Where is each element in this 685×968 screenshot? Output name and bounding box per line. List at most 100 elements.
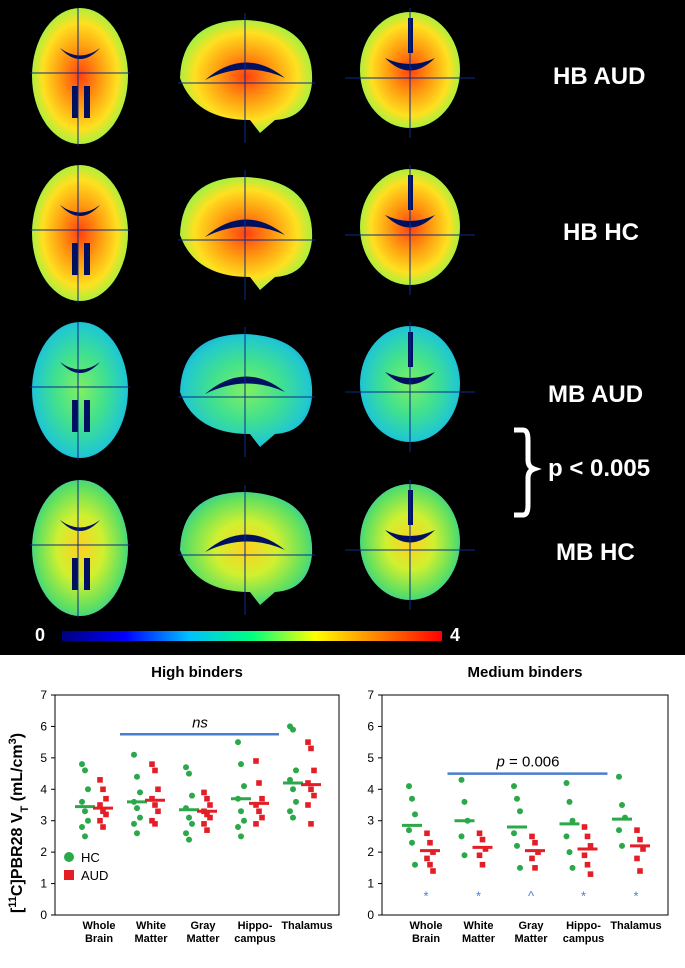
aud-point (581, 824, 588, 830)
significance-star: * (581, 889, 586, 904)
sagittal-slice (178, 170, 315, 300)
aud-point (581, 852, 588, 859)
y-tick-label: 1 (40, 877, 47, 891)
hc-point (566, 849, 573, 856)
hc-point (461, 852, 468, 859)
aud-point (637, 868, 643, 874)
category-label: White (136, 920, 166, 932)
hc-point (238, 761, 244, 768)
category-label: Hippo- (238, 920, 273, 932)
y-tick-label: 7 (367, 688, 374, 702)
axial-slice (30, 322, 130, 460)
aud-point (305, 780, 311, 786)
hc-point (619, 842, 625, 849)
aud-point (427, 861, 433, 868)
category-label: Matter (514, 933, 548, 945)
aud-point (259, 814, 265, 821)
aud-point (311, 767, 317, 774)
hc-point (287, 776, 293, 783)
hc-point (241, 783, 247, 790)
category-label: Brain (412, 933, 440, 945)
hc-point (409, 839, 415, 846)
aud-point (100, 824, 106, 830)
hc-point (85, 817, 91, 824)
aud-point (207, 814, 213, 821)
aud-point (529, 833, 535, 840)
sagittal-slice (178, 13, 315, 143)
hc-point (616, 773, 622, 780)
aud-point (253, 758, 259, 764)
aud-point (535, 849, 541, 855)
hc-point (511, 783, 517, 790)
aud-point (587, 871, 594, 877)
hc-point (131, 751, 137, 758)
y-tick-label: 3 (40, 814, 47, 828)
colorbar-min: 0 (35, 625, 46, 645)
hc-point (238, 833, 244, 840)
hc-point (79, 761, 85, 768)
row-label-mb-aud: MB AUD (548, 381, 644, 408)
category-label: campus (234, 933, 276, 945)
aud-point (637, 836, 643, 843)
aud-point (103, 811, 109, 818)
hc-point (517, 808, 523, 815)
aud-point (476, 830, 483, 837)
hc-point (290, 726, 296, 733)
y-tick-label: 4 (40, 782, 47, 796)
chart-title: High binders (151, 664, 243, 681)
y-tick-label: 2 (367, 845, 374, 859)
hc-point (412, 811, 418, 818)
significance-star: * (423, 889, 428, 904)
aud-point (152, 802, 158, 808)
hc-point (137, 789, 143, 796)
aud-point (149, 795, 155, 802)
legend-label: HC (81, 850, 100, 865)
aud-point (97, 802, 103, 808)
y-tick-label: 7 (40, 688, 47, 702)
significance-star: * (633, 889, 638, 904)
hc-point (406, 783, 412, 790)
hc-point (517, 864, 523, 871)
axial-slice (30, 8, 130, 146)
y-tick-label: 0 (367, 908, 374, 922)
category-label: Thalamus (610, 920, 661, 932)
aud-point (482, 846, 489, 852)
aud-point (308, 786, 314, 793)
aud-point (424, 830, 430, 837)
hc-point (134, 805, 140, 812)
category-label: Whole (83, 920, 116, 932)
aud-point (640, 846, 646, 852)
y-tick-label: 5 (367, 751, 374, 765)
hc-point (85, 786, 91, 793)
hc-point (238, 808, 244, 815)
brain-images-panel: HB AUD HB HC MB AUD MB HC p < 0.005 0 4 (0, 0, 685, 655)
hc-point (134, 830, 140, 837)
p-value: = 0.006 (505, 754, 560, 771)
significance-label: p < 0.005 (548, 455, 651, 482)
hc-point (514, 795, 520, 802)
row-label-hb-aud: HB AUD (553, 63, 646, 90)
brain-row-2 (30, 165, 475, 303)
aud-point (204, 795, 210, 802)
aud-point (634, 855, 640, 862)
hc-point (563, 833, 570, 840)
legend-label: AUD (81, 868, 108, 883)
brain-row-4 (30, 480, 475, 618)
aud-point (532, 839, 538, 846)
category-label: White (464, 920, 494, 932)
category-label: Matter (462, 933, 496, 945)
hc-point (293, 798, 299, 805)
hc-point (131, 820, 137, 827)
hc-point (82, 767, 88, 774)
aud-point (155, 786, 161, 793)
aud-point (584, 833, 591, 840)
aud-point (584, 861, 591, 868)
hc-point (406, 827, 412, 834)
hc-point (183, 764, 189, 771)
aud-point (97, 817, 103, 824)
hc-point (186, 770, 192, 777)
aud-point (587, 843, 594, 849)
aud-point (201, 789, 207, 796)
hc-point (458, 833, 465, 840)
aud-point (207, 802, 213, 808)
